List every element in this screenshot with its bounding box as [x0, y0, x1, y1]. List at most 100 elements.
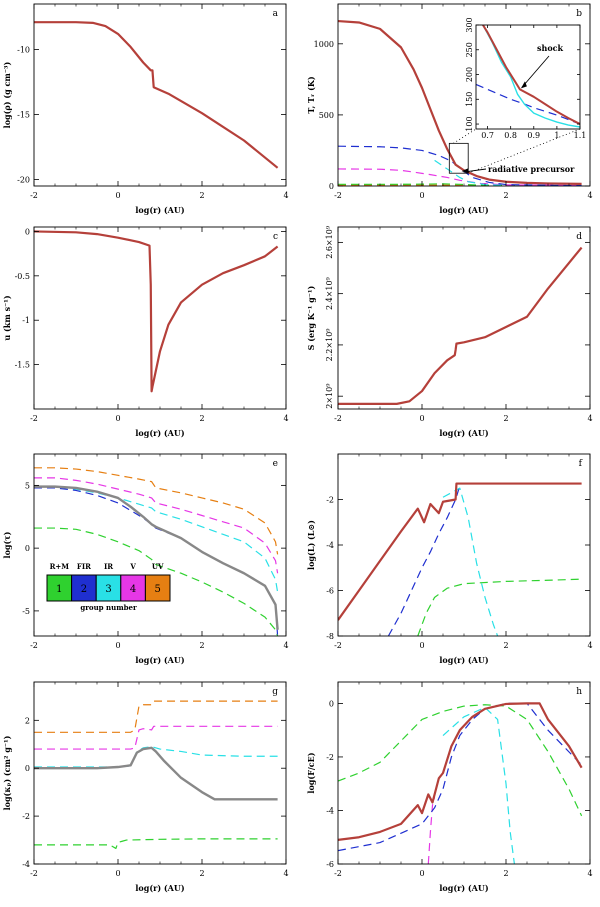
series-line-velocity [34, 230, 279, 393]
x-tick-label: 0.8 [504, 131, 517, 140]
legend-header: R+M [50, 562, 70, 571]
x-tick-label: -2 [334, 869, 342, 878]
annotation-shock: shock [537, 43, 564, 53]
panel-b-inset: 0.7 0.8 0.9 1 1.1 100 150 200 250 300 [465, 17, 586, 140]
y-axis-label: S (erg K⁻¹ g⁻¹) [306, 285, 316, 350]
x-axis-label: log(r) (AU) [439, 655, 489, 665]
panel-letter: g [272, 687, 278, 697]
series-line-group-4 [427, 796, 436, 864]
x-tick-label: 0 [115, 869, 120, 878]
series-line-group-3 [34, 746, 278, 768]
panel-letter: c [273, 232, 278, 242]
x-axis-label: log(r) (AU) [135, 883, 185, 893]
legend-swatch [144, 574, 171, 602]
series-line-density [34, 21, 279, 169]
x-tick-label: 4 [587, 869, 592, 878]
x-tick-label: 1 [554, 131, 559, 140]
y-tick-label: 0 [329, 182, 334, 191]
annotation-radiative-precursor: radiative precursor [488, 164, 575, 174]
x-axis-label: log(r) (AU) [439, 428, 489, 438]
y-tick-label: 2 [25, 716, 30, 725]
series-group [338, 19, 582, 186]
series-line-group-1 [417, 578, 582, 636]
y-tick-label: -0.5 [15, 272, 30, 281]
y-tick-label: -10 [17, 46, 30, 55]
legend-header: UV [152, 562, 164, 571]
x-tick-label: 4 [587, 191, 592, 200]
series-line-group-5 [338, 184, 582, 186]
series-line-group-1 [34, 838, 278, 850]
y-axis-label: log(τ) [2, 531, 12, 558]
zoom-connector [468, 128, 581, 174]
series-group [34, 467, 279, 636]
y-tick-label: -8 [326, 632, 334, 641]
y-tick-label: -2 [22, 812, 30, 821]
y-tick-label: -4 [22, 860, 30, 869]
x-axis-label: log(r) (AU) [135, 428, 185, 438]
axes-frame [337, 453, 591, 637]
panel-h: -2 0 2 4 0 -2 -4 -6 log(r) (AU) log(F/cE) h [306, 681, 593, 893]
x-tick-label: 4 [283, 191, 288, 200]
y-tick-label: 300 [465, 17, 474, 32]
legend-number: 5 [155, 584, 161, 595]
x-axis-label: log(r) (AU) [135, 655, 185, 665]
series-line-group-2 [34, 487, 279, 636]
series-group [338, 702, 583, 864]
y-tick-label: -2 [326, 496, 334, 505]
y-tick-label: 2.6×10⁹ [325, 225, 334, 259]
x-tick-label: 1.1 [574, 131, 587, 140]
y-axis-label: log(κₚ) (cm² g⁻¹) [2, 735, 12, 810]
series-line-group-4 [34, 477, 279, 574]
y-axis-label: T, Tᵣ (K) [306, 76, 316, 113]
legend-swatch [71, 574, 97, 602]
series-line-group-1 [34, 527, 279, 636]
zoom-connector [453, 128, 477, 144]
x-tick-label: 0 [115, 191, 120, 200]
series-line-group-3 [442, 487, 499, 636]
series-line-temperature [338, 19, 582, 185]
x-tick-label: 2 [503, 191, 508, 200]
x-tick-label: 4 [283, 414, 288, 423]
series-line-group-3 [482, 25, 580, 128]
y-tick-label: 250 [465, 42, 474, 57]
x-tick-label: 2 [503, 414, 508, 423]
x-tick-label: 4 [587, 641, 592, 650]
x-tick-label: 0 [419, 641, 424, 650]
series-line-total [34, 746, 278, 801]
series-group [34, 700, 278, 850]
y-axis-label: u (km s⁻¹) [2, 295, 12, 340]
y-tick-label: -1.5 [15, 361, 30, 370]
panel-f: -2 0 2 4 -2 -4 -6 -8 log(r) (AU) log(L) (L⊙) f [306, 453, 593, 665]
x-tick-label: -2 [30, 191, 38, 200]
legend-header: V [129, 562, 136, 571]
series-line-total [338, 702, 583, 842]
legend-number: 4 [130, 584, 136, 595]
panel-letter: a [273, 9, 279, 19]
series-line-group-1 [338, 704, 583, 817]
x-tick-label: 2 [503, 869, 508, 878]
precursor-arrowhead [461, 168, 469, 174]
panel-c: -2 0 2 4 0 -0.5 -1 -1.5 log(r) (AU) u (km s⁻¹) c [2, 226, 289, 438]
series-line-temperature [482, 25, 580, 125]
y-tick-label: 500 [319, 111, 334, 120]
legend-caption: group number [80, 603, 137, 612]
y-tick-label: 2×10⁹ [325, 383, 334, 409]
y-tick-label: 200 [465, 67, 474, 82]
x-tick-label: 0 [419, 191, 424, 200]
axes-frame [33, 681, 287, 865]
panel-d: -2 0 2 4 2×10⁹ 2.2×10⁹ 2.4×10⁹ 2.6×10⁹ log(r) (A… [306, 225, 593, 438]
y-tick-label: -5 [22, 607, 30, 616]
x-tick-label: 2 [503, 641, 508, 650]
x-tick-label: 0 [419, 869, 424, 878]
x-tick-label: 0.9 [527, 131, 540, 140]
x-tick-label: -2 [30, 869, 38, 878]
x-tick-label: 4 [283, 869, 288, 878]
y-tick-label: -15 [17, 111, 30, 120]
y-tick-label: 0 [25, 764, 30, 773]
panel-letter: h [576, 687, 582, 697]
y-tick-label: -4 [326, 806, 334, 815]
axes-frame [475, 24, 581, 130]
x-tick-label: 2 [199, 191, 204, 200]
